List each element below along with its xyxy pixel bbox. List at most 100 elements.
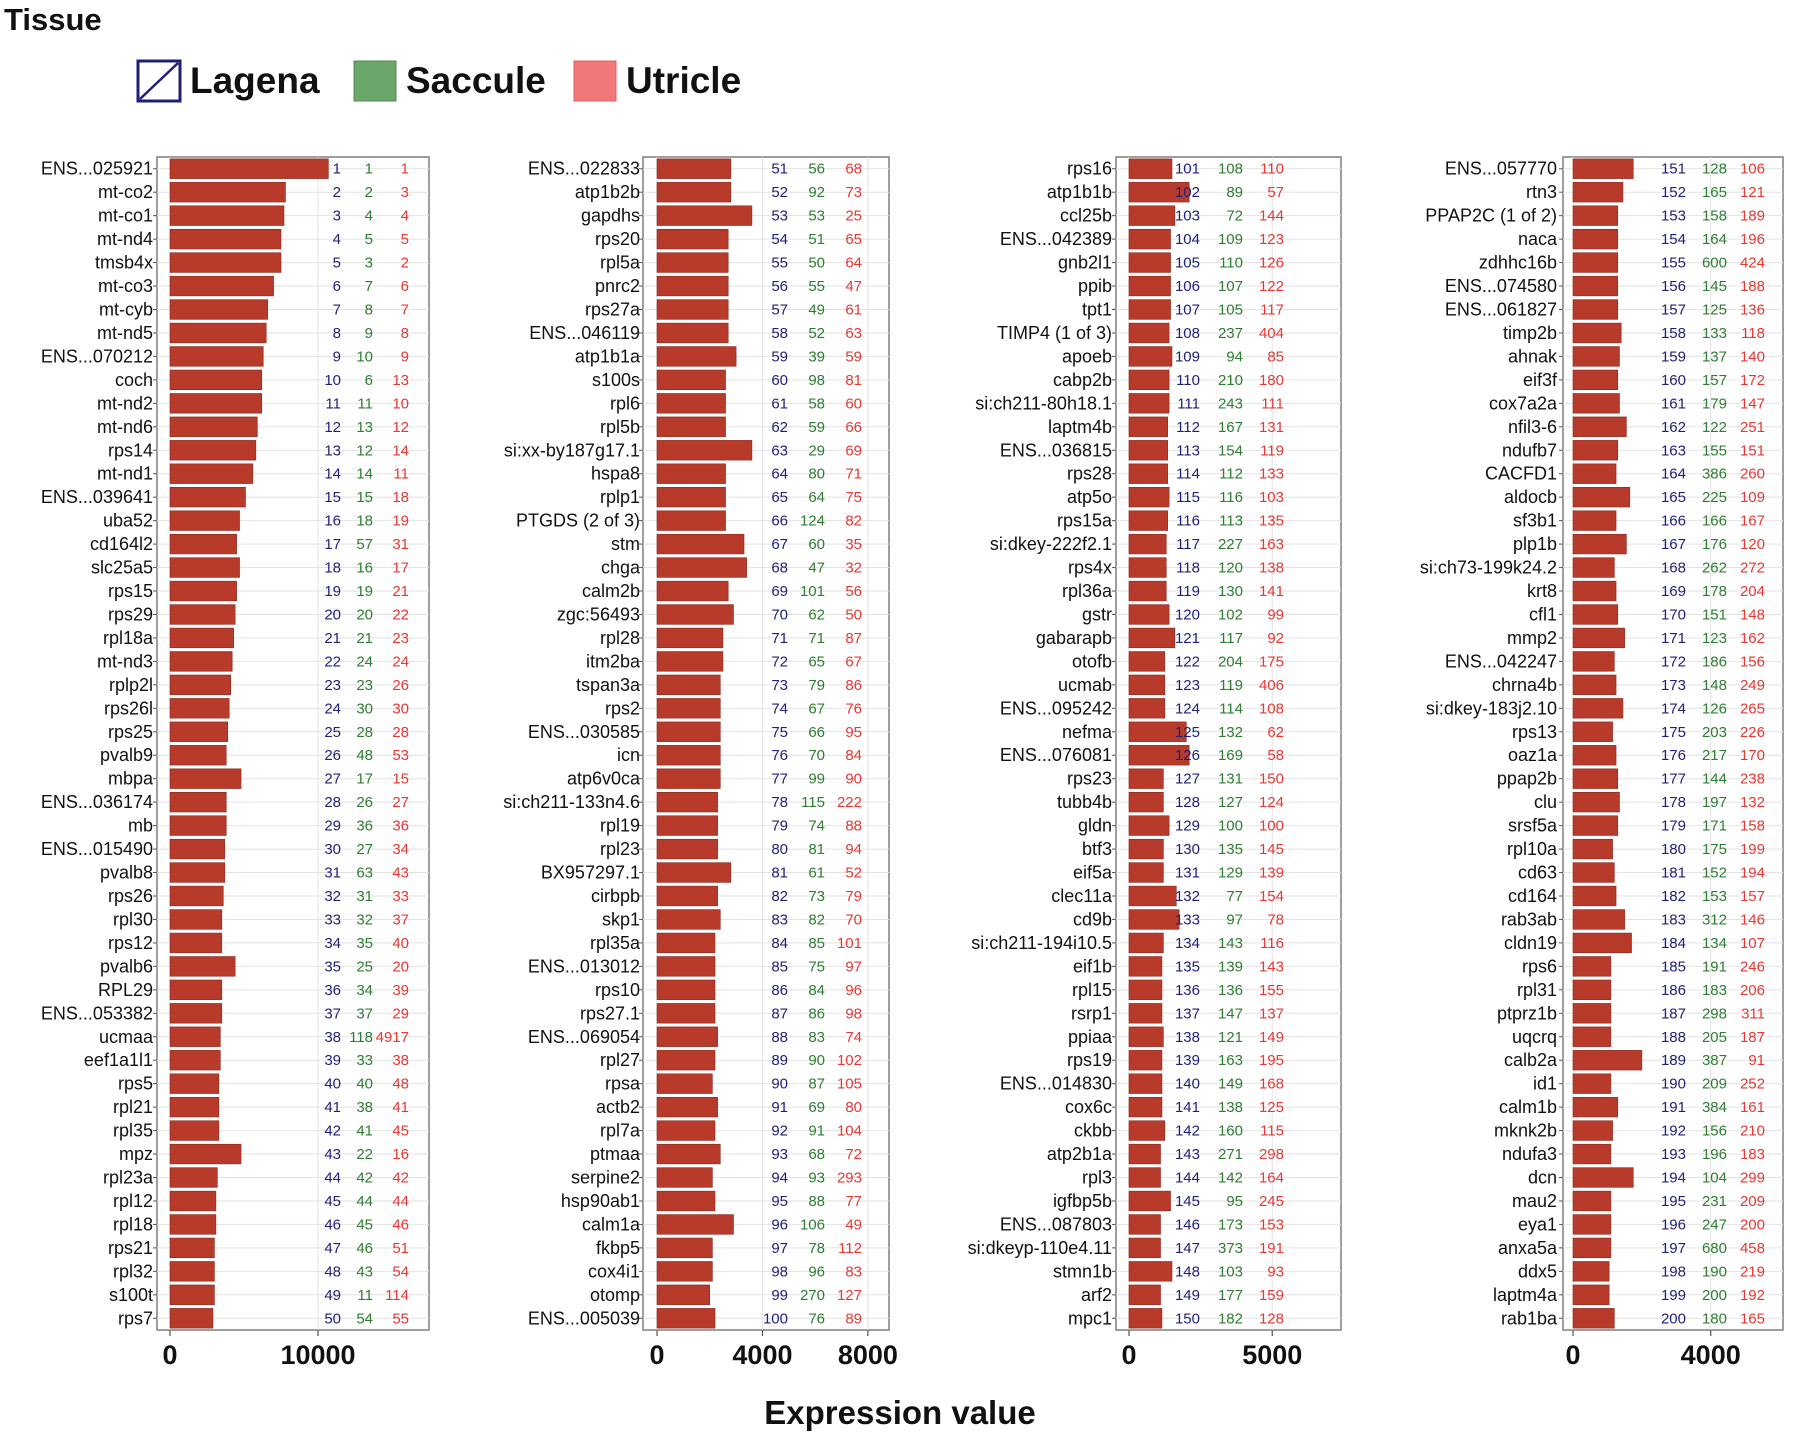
rank-saccule: 1 xyxy=(365,161,373,178)
rank-utricle: 148 xyxy=(1740,606,1765,623)
rank-utricle: 144 xyxy=(1259,208,1284,225)
rank-lagena: 194 xyxy=(1661,1170,1686,1187)
expression-bar xyxy=(656,1284,711,1305)
rank-lagena: 106 xyxy=(1175,278,1200,295)
rank-saccule: 186 xyxy=(1702,653,1727,670)
rank-saccule: 387 xyxy=(1702,1052,1727,1069)
rank-utricle: 91 xyxy=(1748,1052,1765,1069)
expression-bar xyxy=(656,651,724,672)
gene-label: ENS...039641 xyxy=(41,487,153,507)
gene-label: ENS...087803 xyxy=(1000,1214,1112,1234)
rank-saccule: 106 xyxy=(800,1216,825,1233)
rank-saccule: 94 xyxy=(1226,348,1243,365)
expression-bar xyxy=(1128,815,1170,836)
legend-item-saccule: Saccule xyxy=(352,58,546,104)
rank-lagena: 52 xyxy=(771,184,788,201)
rank-saccule: 12 xyxy=(356,442,373,459)
expression-bar xyxy=(656,1143,721,1165)
rank-utricle: 17 xyxy=(392,560,409,577)
rank-lagena: 85 xyxy=(771,958,788,975)
gene-label: icn xyxy=(617,745,640,765)
gene-label: ckbb xyxy=(1074,1121,1112,1141)
gene-label: actb2 xyxy=(596,1097,640,1117)
rank-lagena: 79 xyxy=(771,818,788,835)
gene-label: rps2 xyxy=(605,698,640,718)
rank-utricle: 245 xyxy=(1259,1193,1284,1210)
gene-label: ENS...036815 xyxy=(1000,440,1112,460)
rank-utricle: 64 xyxy=(845,255,862,272)
gene-label: gstr xyxy=(1082,604,1112,624)
rank-utricle: 31 xyxy=(392,536,409,553)
rank-lagena: 41 xyxy=(324,1099,341,1116)
rank-saccule: 19 xyxy=(356,583,373,600)
rank-utricle: 92 xyxy=(1267,630,1284,647)
gene-label: cirbpb xyxy=(591,886,640,906)
gene-label: pvalb8 xyxy=(100,863,153,883)
rank-saccule: 144 xyxy=(1702,771,1727,788)
expression-bar xyxy=(1572,322,1622,344)
rank-saccule: 9 xyxy=(365,325,373,342)
rank-lagena: 126 xyxy=(1175,747,1200,764)
expression-bar xyxy=(1128,369,1170,391)
gene-label: uba52 xyxy=(103,511,153,531)
rank-lagena: 26 xyxy=(324,747,341,764)
expression-bar xyxy=(1572,721,1613,742)
rank-lagena: 53 xyxy=(771,208,788,225)
gene-label: rpl35a xyxy=(590,933,641,953)
rank-utricle: 7 xyxy=(401,301,409,318)
rank-utricle: 219 xyxy=(1740,1263,1765,1280)
rank-lagena: 103 xyxy=(1175,208,1200,225)
expression-bar xyxy=(1128,979,1163,1000)
gene-label: rps26 xyxy=(108,886,153,906)
gene-label: slc25a5 xyxy=(91,558,153,578)
gene-label: rpl23a xyxy=(103,1168,154,1188)
gene-label: nfil3-6 xyxy=(1508,417,1557,437)
rank-utricle: 132 xyxy=(1740,794,1765,811)
gene-label: naca xyxy=(1518,229,1558,249)
gene-label: anxa5a xyxy=(1498,1238,1558,1258)
rank-saccule: 132 xyxy=(1218,724,1243,741)
rank-lagena: 98 xyxy=(771,1263,788,1280)
rank-lagena: 137 xyxy=(1175,1005,1200,1022)
gene-label: si:dkey-183j2.10 xyxy=(1426,698,1557,718)
rank-saccule: 196 xyxy=(1702,1146,1727,1163)
rank-utricle: 5 xyxy=(401,231,409,248)
rank-utricle: 123 xyxy=(1259,231,1284,248)
rank-lagena: 158 xyxy=(1661,325,1686,342)
rank-utricle: 81 xyxy=(845,372,862,389)
rank-saccule: 72 xyxy=(1226,208,1243,225)
gene-label: atp2b1a xyxy=(1047,1144,1113,1164)
gene-label: si:xx-by187g17.1 xyxy=(504,440,640,460)
rank-saccule: 70 xyxy=(808,747,825,764)
rank-utricle: 1 xyxy=(401,161,409,178)
rank-utricle: 138 xyxy=(1259,560,1284,577)
rank-saccule: 74 xyxy=(808,818,825,835)
rank-utricle: 61 xyxy=(845,301,862,318)
rank-utricle: 46 xyxy=(392,1216,409,1233)
rank-saccule: 7 xyxy=(365,278,373,295)
panel-3: rps16 101 108 110 atp1b1b 102 89 57 ccl25b 103 72 1… xyxy=(968,156,1342,1370)
rank-lagena: 17 xyxy=(324,536,341,553)
rank-lagena: 33 xyxy=(324,911,341,928)
gene-label: uqcrq xyxy=(1512,1027,1557,1047)
rank-utricle: 28 xyxy=(392,724,409,741)
x-tick-label: 4000 xyxy=(1681,1340,1741,1370)
expression-bar xyxy=(1572,838,1613,860)
rank-saccule: 59 xyxy=(808,419,825,436)
rank-utricle: 58 xyxy=(1267,747,1284,764)
rank-utricle: 140 xyxy=(1740,348,1765,365)
expression-bar xyxy=(1572,862,1615,883)
rank-saccule: 237 xyxy=(1218,325,1243,342)
expression-bar xyxy=(169,768,242,789)
rank-lagena: 124 xyxy=(1175,700,1200,717)
expression-bar xyxy=(1128,275,1171,297)
rank-saccule: 600 xyxy=(1702,255,1727,272)
gene-label: ucmab xyxy=(1058,675,1112,695)
rank-saccule: 142 xyxy=(1218,1170,1243,1187)
rank-lagena: 32 xyxy=(324,888,341,905)
rank-utricle: 40 xyxy=(392,935,409,952)
rank-utricle: 167 xyxy=(1740,513,1765,530)
x-tick-label: 10000 xyxy=(280,1340,355,1370)
rank-saccule: 217 xyxy=(1702,747,1727,764)
gene-label: aldocb xyxy=(1504,487,1557,507)
